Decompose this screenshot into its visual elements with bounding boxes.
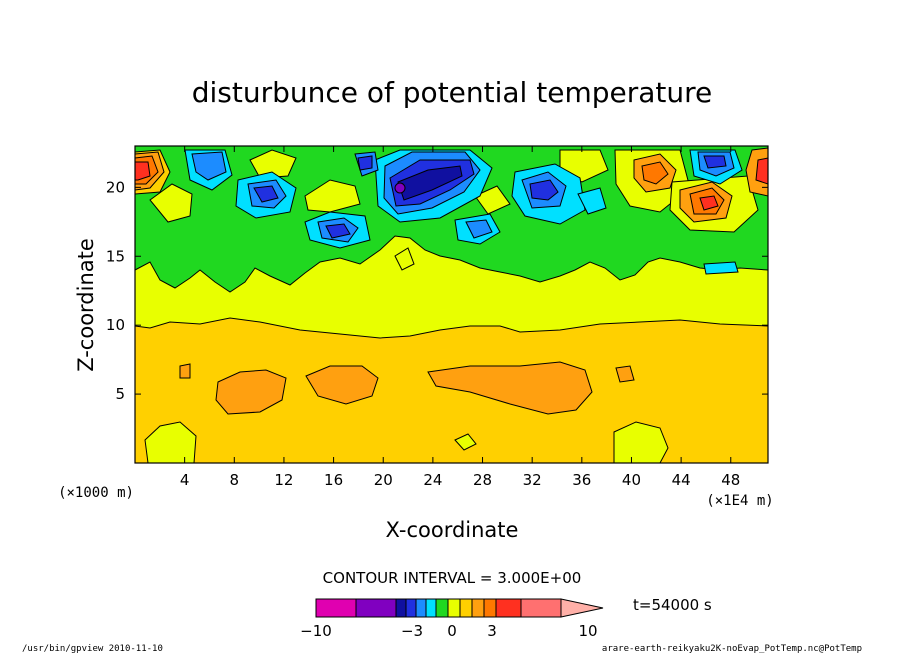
colorbar-cell [520,598,562,618]
footer-right: arare-earth-reikyaku2K-noEvap_PotTemp.nc… [602,644,862,654]
colorbar-tick-label: 0 [447,622,457,640]
contour-field [135,146,768,463]
colorbar-tick-label: 10 [578,622,597,640]
y-tick-label: 5 [115,385,125,403]
colorbar-cell [415,598,427,618]
colorbar-tick-label: −3 [401,622,423,640]
patch [529,179,559,201]
x-tick-label: 8 [230,471,240,489]
x-tick-label: 32 [523,471,542,489]
x-tick-label: 28 [473,471,492,489]
colorbar-cell [315,598,357,618]
patch [397,165,463,201]
x-tick-label: 20 [374,471,393,489]
colorbar-cell [355,598,397,618]
x-axis: 4 8 12 16 20 24 28 32 36 40 44 48 [180,146,740,489]
patch [305,365,379,405]
colorbar-cell [495,598,522,618]
colorbar-cell [447,598,461,618]
patch [394,247,415,271]
x-tick-label: 4 [180,471,190,489]
patch [703,261,739,275]
patch [304,179,361,213]
colorbar-cell [471,598,485,618]
y-tick-label: 10 [106,316,125,334]
patch [577,187,607,215]
patch [615,365,635,383]
x-tick-label: 12 [274,471,293,489]
patch [191,151,227,181]
time-label: t=54000 s [633,596,712,614]
patch [394,182,406,194]
patch [179,363,191,379]
footer-left: /usr/bin/gpview 2010-11-10 [22,644,163,654]
patch [357,155,373,171]
patch [454,433,477,451]
patch [135,161,151,181]
patch [149,183,193,223]
patch [144,421,197,463]
patch [755,157,768,185]
chart-title: disturbunce of potential temperature [192,76,713,109]
patch [427,361,593,415]
y-axis-label: Z-coordinate [74,238,98,372]
colorbar-cell [395,598,407,618]
green-layer [135,146,768,293]
patch [215,369,287,415]
patch [699,195,719,211]
x-tick-label: 24 [423,471,442,489]
patch [703,155,727,169]
x-tick-label: 16 [324,471,343,489]
colorbar-cell [483,598,497,618]
patch [465,219,493,239]
patch [325,223,351,239]
colorbar-cell [459,598,473,618]
x-unit-right: (×1E4 m) [706,493,773,509]
colorbar-tick-label: 3 [487,622,497,640]
patch [613,421,669,463]
x-unit-left: (×1000 m) [58,485,134,501]
colorbar: −10 −3 0 3 10 [300,598,604,640]
x-axis-label: X-coordinate [386,518,519,542]
x-tick-label: 44 [672,471,691,489]
y-axis: 5 10 15 20 [106,178,768,403]
y-tick-label: 15 [106,247,125,265]
colorbar-cell [405,598,417,618]
contour-interval-text: CONTOUR INTERVAL = 3.000E+00 [323,569,582,587]
x-tick-label: 48 [721,471,740,489]
patch [253,185,279,203]
y-tick-label: 20 [106,178,125,196]
colorbar-arrow [560,598,604,618]
colorbar-cell [425,598,437,618]
x-tick-label: 40 [622,471,641,489]
plot-frame [134,145,769,464]
patch [641,161,669,185]
colorbar-cell [435,598,449,618]
patch [474,185,511,215]
colorbar-tick-label: −10 [300,622,332,640]
x-tick-label: 36 [572,471,591,489]
